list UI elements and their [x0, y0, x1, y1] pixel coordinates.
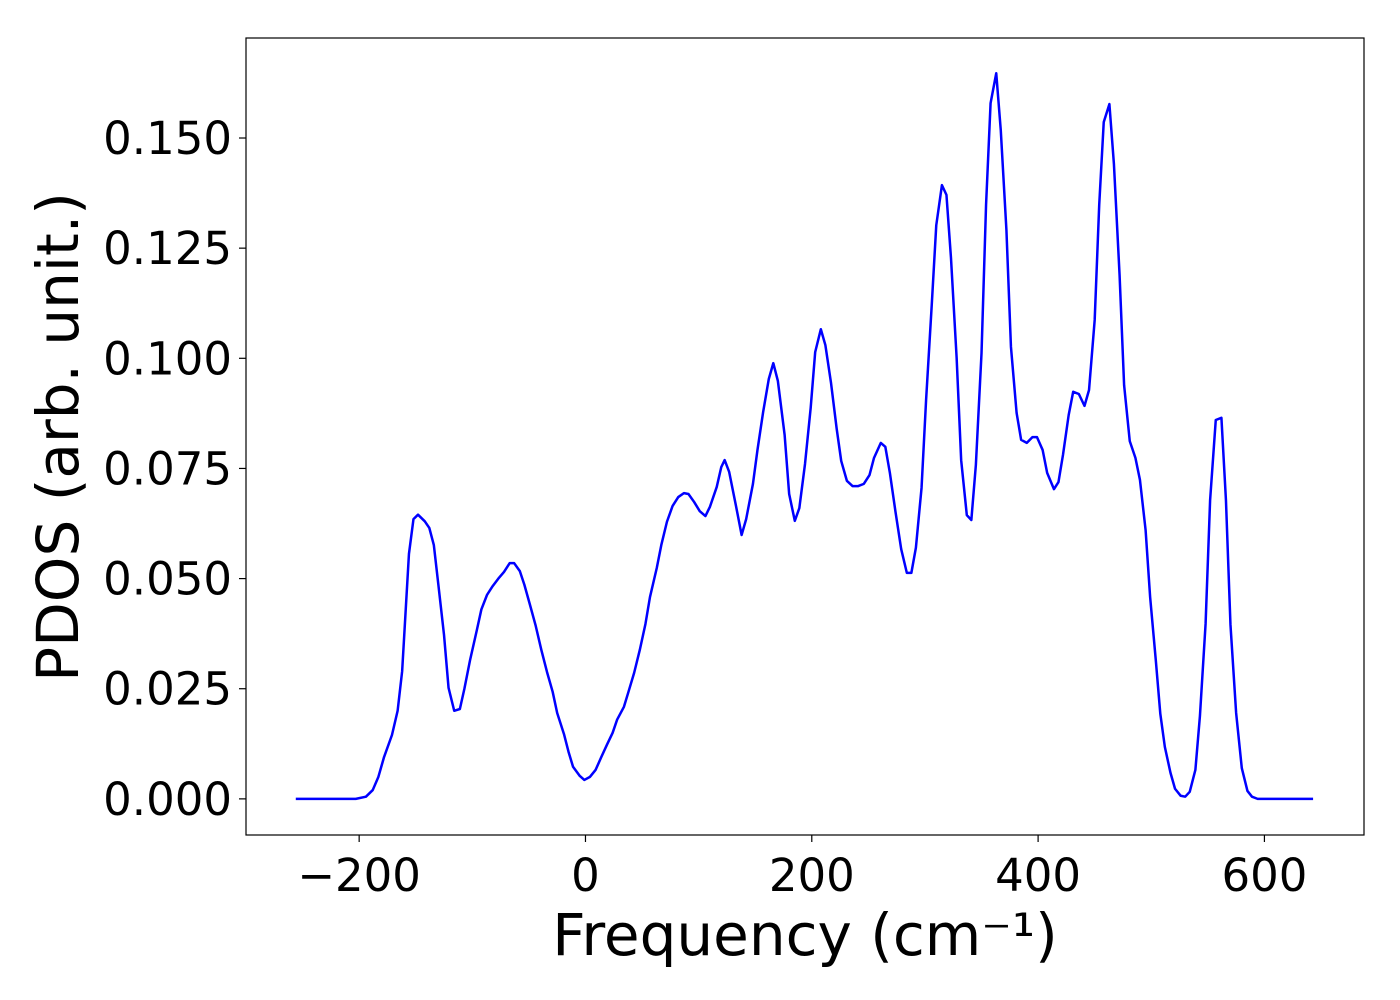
y-tick-label: 0.075	[103, 442, 232, 495]
data-line	[295, 71, 1314, 801]
y-tick-label: 0.000	[103, 773, 232, 826]
x-tick-label: 200	[769, 849, 855, 902]
x-tick-label: 0	[571, 849, 600, 902]
plot-frame	[245, 37, 1365, 836]
y-tick-label: 0.025	[103, 663, 232, 716]
y-tick-label: 0.125	[103, 222, 232, 275]
x-tick-label: −200	[297, 849, 421, 902]
y-axis-label: PDOS (arb. unit.)	[24, 192, 92, 682]
y-tick-label: 0.150	[103, 112, 232, 165]
x-tick-label: 400	[995, 849, 1081, 902]
y-tick-label: 0.050	[103, 553, 232, 606]
x-axis-label: Frequency (cm⁻¹)	[552, 901, 1058, 969]
x-tick-label: 600	[1221, 849, 1307, 902]
y-tick-label: 0.100	[103, 332, 232, 385]
